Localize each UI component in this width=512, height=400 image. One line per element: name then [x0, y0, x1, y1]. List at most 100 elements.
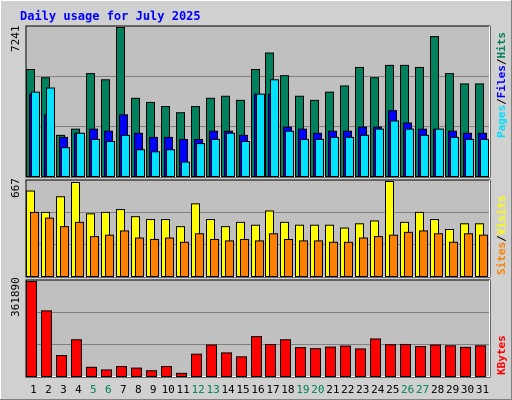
legend-part: Hits	[495, 32, 508, 59]
pages-bar	[360, 134, 369, 177]
sites-bar	[225, 240, 234, 278]
day-label: 16	[251, 383, 264, 396]
kbytes-bar	[236, 356, 247, 378]
kbytes-bar	[325, 346, 336, 378]
day-label: 13	[206, 383, 219, 396]
pages-bar	[31, 91, 40, 177]
kbytes-bar	[26, 281, 37, 377]
day-label: 2	[45, 383, 52, 396]
pages-bar	[136, 149, 145, 178]
sites-bar	[449, 241, 458, 277]
day-label: 3	[60, 383, 67, 396]
sites-bar	[165, 237, 174, 278]
hits-max-label: 7241	[9, 26, 22, 53]
legend-part: /	[495, 235, 508, 242]
kbytes-bar	[280, 339, 291, 378]
kbytes-bar	[56, 354, 67, 378]
pages-bar	[465, 138, 474, 178]
kbytes-bar	[101, 369, 112, 377]
sites-bar	[45, 217, 54, 278]
day-label: 8	[135, 383, 142, 396]
sites-bar	[135, 237, 144, 278]
pages-bar	[315, 138, 324, 178]
day-label: 30	[461, 383, 474, 396]
pages-bar	[270, 79, 279, 177]
visits-legend: Sites/Visits	[495, 196, 508, 276]
legend-part: /	[495, 58, 508, 65]
kbytes-bar	[71, 339, 82, 378]
day-label: 15	[236, 383, 249, 396]
legend-part: Pages	[495, 105, 508, 138]
pages-bar	[166, 149, 175, 178]
day-label: 23	[356, 383, 369, 396]
pages-bar	[405, 128, 414, 178]
kbytes-bar	[430, 344, 441, 378]
kbytes-bar	[475, 345, 486, 378]
pages-bar	[450, 136, 459, 177]
sites-bar	[195, 233, 204, 277]
day-label: 5	[90, 383, 97, 396]
day-label: 18	[281, 383, 294, 396]
kbytes-bar	[146, 370, 157, 377]
day-label: 12	[192, 383, 205, 396]
legend-part: KBytes	[495, 335, 508, 375]
day-label: 20	[311, 383, 324, 396]
day-label: 9	[150, 383, 157, 396]
sites-bar	[389, 234, 398, 277]
pages-bar	[330, 136, 339, 177]
day-label: 26	[401, 383, 414, 396]
sites-bar	[344, 241, 353, 277]
day-label: 14	[221, 383, 235, 396]
kbytes-bar	[176, 372, 187, 378]
day-label: 24	[371, 383, 385, 396]
pages-bar	[375, 128, 384, 178]
kbytes-bar	[445, 345, 456, 378]
pages-bar	[46, 87, 55, 177]
kbytes-bar	[131, 367, 142, 378]
kbytes-bar	[265, 343, 276, 377]
legend-part: Files	[495, 65, 508, 98]
sites-bar	[359, 237, 368, 278]
sites-bar	[374, 236, 383, 277]
sites-bar	[434, 233, 443, 277]
pages-bar	[181, 161, 190, 178]
pages-bar	[241, 141, 250, 178]
sites-bar	[299, 240, 308, 278]
pages-bar	[226, 132, 235, 177]
kbytes-max-label: 361890	[9, 277, 22, 317]
kbytes-bar	[295, 347, 306, 377]
day-label: 6	[105, 383, 112, 396]
visits-max-label: 667	[9, 178, 22, 198]
sites-bar	[479, 234, 488, 277]
sites-bar	[150, 238, 159, 278]
pages-bar	[91, 138, 100, 178]
pages-bar	[285, 130, 294, 177]
legend-part: /	[495, 98, 508, 105]
day-label: 10	[162, 383, 175, 396]
day-label: 29	[446, 383, 459, 396]
kbytes-legend: KBytes	[495, 335, 508, 375]
sites-bar	[60, 226, 69, 277]
pages-bar	[106, 141, 115, 178]
kbytes-bar	[385, 344, 396, 378]
sites-bar	[240, 238, 249, 278]
day-label: 25	[386, 383, 399, 396]
day-label: 17	[266, 383, 279, 396]
pages-bar	[390, 120, 399, 177]
pages-bar	[211, 138, 220, 178]
day-label: 22	[341, 383, 354, 396]
sites-bar	[284, 238, 293, 278]
kbytes-bar	[415, 346, 426, 378]
day-label: 4	[75, 383, 82, 396]
pages-bar	[420, 134, 429, 177]
sites-bar	[329, 241, 338, 277]
sites-bar	[419, 230, 428, 277]
sites-bar	[180, 241, 189, 277]
day-label: 28	[431, 383, 444, 396]
kbytes-bar	[460, 346, 471, 377]
kbytes-bar	[310, 348, 321, 377]
kbytes-bar	[41, 310, 52, 377]
sites-bar	[464, 233, 473, 277]
day-label: 1	[30, 383, 37, 396]
pages-bar	[435, 128, 444, 178]
